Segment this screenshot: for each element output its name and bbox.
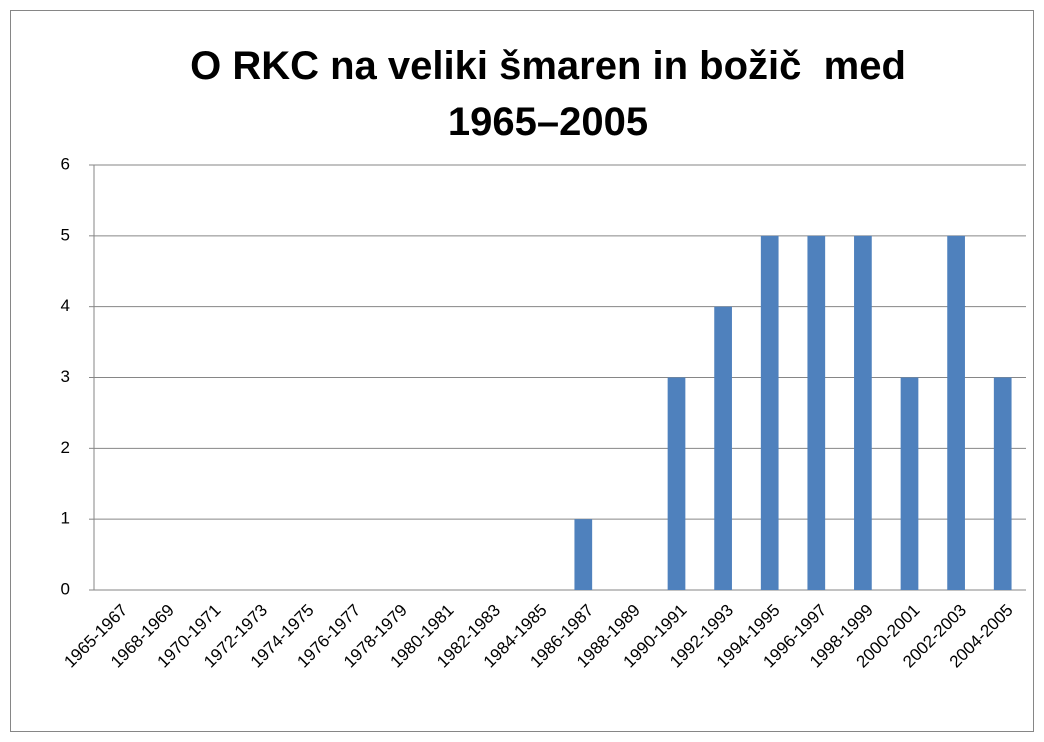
bar xyxy=(807,235,826,591)
bar xyxy=(947,235,965,591)
bar xyxy=(574,519,593,590)
bar xyxy=(714,306,732,590)
bar xyxy=(667,377,686,590)
y-tick-label: 1 xyxy=(61,509,70,528)
y-tick-label: 6 xyxy=(61,154,70,173)
y-tick-label: 3 xyxy=(61,367,70,386)
y-tick-label: 4 xyxy=(61,296,70,315)
chart-title: O RKC na veliki šmaren in božič med 1965… xyxy=(190,44,917,144)
bar xyxy=(854,235,872,591)
bar xyxy=(760,235,779,591)
y-tick-label: 5 xyxy=(61,225,70,244)
y-tick-label: 0 xyxy=(61,579,70,598)
y-tick-label: 2 xyxy=(61,438,70,457)
bar xyxy=(993,377,1012,590)
bar xyxy=(900,377,919,590)
